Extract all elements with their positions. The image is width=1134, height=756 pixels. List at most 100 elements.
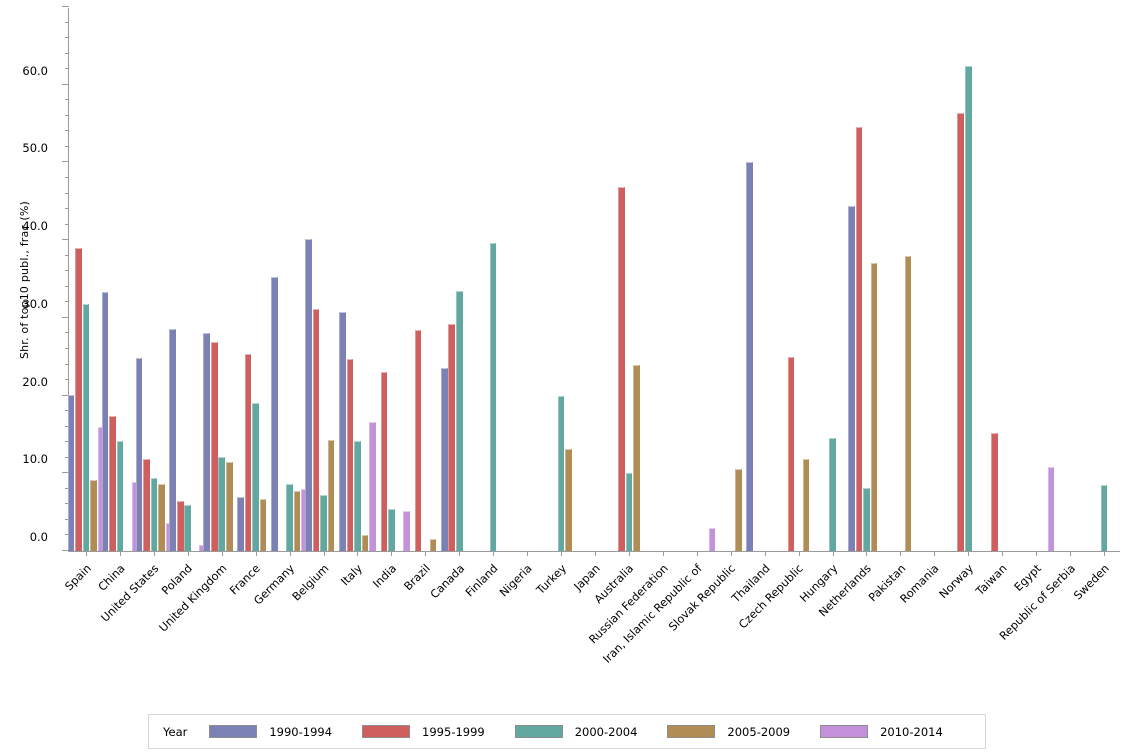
bar-group	[271, 8, 308, 551]
x-tick-mark	[425, 551, 427, 556]
bar	[734, 469, 742, 551]
x-tick-mark	[289, 551, 291, 556]
y-tick-minor-mark	[65, 52, 69, 54]
legend-color-swatch	[667, 725, 716, 738]
x-tick-mark	[119, 551, 121, 556]
y-tick-minor-mark	[65, 347, 69, 349]
bar-group	[712, 8, 749, 551]
y-tick-mark	[62, 83, 69, 85]
bar	[991, 432, 999, 551]
bar	[904, 256, 912, 551]
bar	[286, 484, 293, 551]
bar	[1100, 484, 1108, 551]
bar	[870, 262, 878, 551]
x-tick-mark	[187, 551, 189, 556]
bar	[346, 359, 354, 551]
legend-entry-label: 2000-2004	[574, 724, 638, 739]
x-tick-label: Egypt	[1011, 561, 1044, 594]
legend-entry[interactable]: 1995-1999	[362, 725, 485, 739]
x-tick-label: Italy	[338, 561, 366, 589]
bar	[271, 277, 278, 551]
x-tick-mark	[527, 551, 529, 556]
bar-group	[339, 8, 376, 551]
bar	[829, 438, 836, 551]
bar	[802, 458, 810, 551]
legend-entry[interactable]: 2005-2009	[667, 725, 790, 739]
bar	[252, 403, 259, 551]
bar	[67, 394, 75, 551]
x-tick-mark	[696, 551, 698, 556]
x-tick-mark	[1070, 551, 1072, 556]
y-tick-minor-mark	[65, 192, 69, 194]
x-tick-label: Sweden	[1071, 561, 1112, 603]
y-tick-mark	[62, 472, 69, 474]
bar-group	[440, 8, 478, 551]
legend-entry[interactable]: 2010-2014	[820, 725, 943, 739]
bar	[388, 509, 395, 551]
y-tick-minor-mark	[65, 37, 69, 39]
bar-group	[1052, 8, 1089, 551]
bar-group	[169, 8, 207, 551]
y-tick-minor-mark	[65, 363, 69, 365]
bar-group	[679, 8, 716, 551]
x-tick-mark	[221, 551, 223, 556]
legend-color-swatch	[514, 725, 563, 738]
x-tick-label: Czech Republic	[736, 561, 807, 632]
bar-group	[1086, 8, 1123, 551]
bar	[169, 328, 177, 551]
legend-entry-label: 1990-1994	[269, 724, 333, 739]
y-tick-label: 50.0	[22, 141, 48, 156]
y-tick-mark	[62, 316, 69, 318]
legend-entry-label: 2010-2014	[880, 724, 943, 739]
bar-group	[611, 8, 648, 551]
y-tick-minor-mark	[65, 332, 69, 334]
bar-group	[407, 8, 444, 551]
bar	[135, 357, 143, 551]
y-tick-label: 40.0	[22, 219, 48, 234]
legend-entry[interactable]: 1990-1994	[209, 725, 332, 739]
x-tick-label: China	[95, 561, 128, 594]
y-tick-minor-mark	[65, 441, 69, 443]
bar-group	[984, 8, 1021, 551]
y-tick-minor-mark	[65, 534, 69, 536]
x-tick-mark	[323, 551, 325, 556]
bar-group	[237, 8, 274, 551]
bar	[565, 449, 572, 551]
y-tick-label: 10.0	[22, 452, 48, 467]
x-tick-mark	[357, 551, 359, 556]
x-tick-label: Taiwan	[973, 561, 1010, 598]
y-tick-mark	[62, 550, 69, 551]
bar	[489, 243, 497, 551]
bar	[210, 341, 218, 551]
bar	[293, 491, 301, 551]
y-tick-minor-mark	[65, 223, 69, 225]
bar	[964, 66, 972, 551]
bar	[855, 127, 863, 551]
y-tick-minor-mark	[65, 518, 69, 520]
bar	[237, 496, 244, 551]
bar	[259, 498, 267, 551]
bar-group	[780, 8, 817, 551]
bar	[176, 501, 184, 551]
bar-group	[814, 8, 851, 551]
bar-series-container	[67, 8, 1123, 551]
x-tick-label: Japan	[571, 561, 603, 594]
x-tick-mark	[1104, 551, 1106, 556]
bar	[90, 479, 97, 551]
bar-group	[577, 8, 614, 551]
x-tick-mark	[255, 551, 257, 556]
x-tick-mark	[900, 551, 902, 556]
legend-entry[interactable]: 2000-2004	[514, 724, 638, 739]
legend-entries: 1990-1994 1995-1999 2000-2004 2005-2009 2010…	[209, 725, 972, 739]
y-tick-mark	[62, 239, 69, 241]
y-tick-label: 0.0	[29, 530, 48, 544]
bar	[746, 161, 753, 551]
bar	[380, 372, 388, 551]
x-tick-label: Norway	[936, 561, 976, 602]
y-tick-minor-mark	[65, 456, 69, 458]
y-tick-mark	[62, 394, 69, 396]
bar	[429, 539, 437, 551]
y-tick-minor-mark	[65, 208, 69, 210]
y-tick-minor-mark	[65, 379, 69, 381]
